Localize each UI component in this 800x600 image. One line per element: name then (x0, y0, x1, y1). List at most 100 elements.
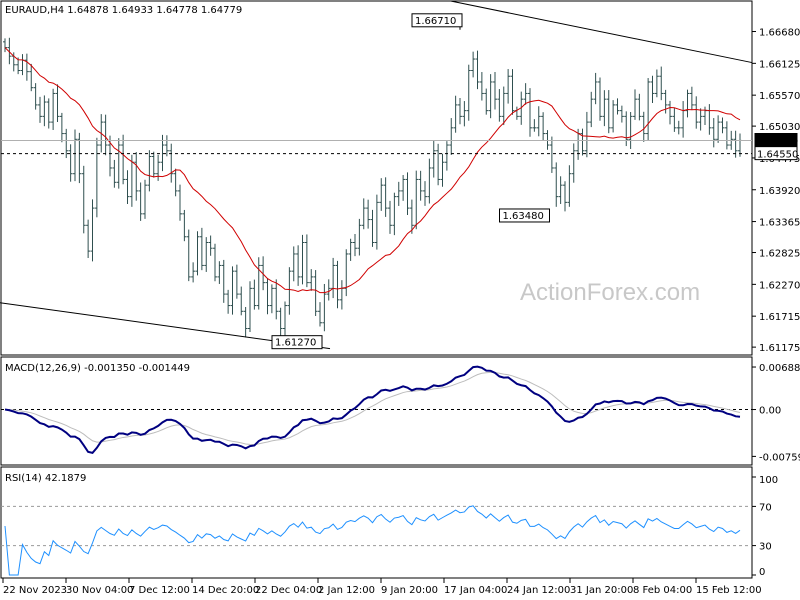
price-candle (261, 256, 266, 291)
price-candle (283, 301, 287, 336)
price-candle (567, 165, 572, 207)
price-candle (287, 267, 292, 315)
price-candle (619, 105, 624, 123)
price-candle (606, 90, 611, 134)
x-axis-label: 22 Nov 2023 (3, 585, 67, 596)
price-candle (186, 229, 191, 282)
macd-axis-label: 0.006886 (759, 363, 800, 374)
price-candle (379, 178, 384, 211)
price-candle (711, 118, 716, 148)
price-candle (558, 176, 563, 204)
price-candle (694, 96, 699, 129)
rsi-lines (1, 505, 752, 576)
price-candle (230, 266, 235, 315)
price-candle (532, 119, 537, 132)
price-axis-label: 1.62270 (759, 280, 800, 291)
price-candle (147, 150, 152, 192)
svg-text:1.64779: 1.64779 (757, 137, 798, 148)
x-axis-label: 14 Dec 20:00 (192, 585, 259, 596)
price-candle (589, 91, 594, 128)
price-annotations: 1.66710 1.63480 1.61270 (271, 13, 550, 350)
price-panel-title: EURAUD,H4 1.64878 1.64933 1.64778 1.6477… (5, 5, 242, 16)
price-axis-label: 1.66680 (759, 28, 800, 39)
price-candle (444, 141, 449, 171)
price-candle (554, 162, 559, 207)
price-candle (396, 181, 401, 206)
price-candle (488, 74, 493, 119)
price-panel-frame (0, 0, 753, 356)
price-candle (94, 137, 99, 218)
rsi-axis-label: 0 (759, 567, 765, 578)
price-candle (580, 128, 585, 156)
price-candle (204, 237, 209, 272)
price-candle (274, 279, 279, 320)
price-moving-average (4, 47, 741, 294)
price-candles (3, 37, 742, 338)
price-candle (615, 98, 620, 115)
price-candle (151, 151, 156, 178)
rsi-panel-title: RSI(14) 42.1879 (5, 473, 86, 484)
price-candle (484, 88, 489, 115)
price-candle (510, 69, 515, 115)
price-candle (191, 262, 196, 283)
price-candle (125, 170, 130, 205)
price-candle (633, 89, 637, 120)
price-candle (313, 270, 318, 317)
support-price-tag: 1.64550 (754, 146, 798, 161)
price-candle (672, 108, 677, 132)
price-candle (217, 261, 222, 284)
price-candle (178, 184, 182, 221)
price-candle (68, 144, 73, 182)
price-candle (545, 130, 550, 150)
price-candle (234, 264, 239, 299)
macd-panel-frame (0, 356, 753, 466)
price-candle (291, 246, 296, 282)
price-candle (164, 135, 169, 157)
price-candle (138, 182, 143, 221)
price-candle (256, 257, 261, 310)
price-candle (388, 200, 392, 234)
price-candle (309, 269, 314, 291)
price-candle (436, 143, 441, 186)
price-candle (318, 302, 322, 327)
price-candle (383, 177, 388, 217)
price-candle (370, 209, 375, 247)
macd-panel-title: MACD(12,26,9) -0.001350 -0.001449 (5, 363, 190, 374)
rsi-panel-frame (0, 466, 753, 579)
price-candle (549, 136, 554, 173)
price-axis-label: 1.65030 (759, 122, 800, 133)
watermark: ActionForex.com (520, 279, 700, 306)
price-candle (650, 75, 655, 104)
price-candle (602, 90, 607, 127)
price-candle (344, 249, 349, 297)
price-candle (134, 152, 139, 201)
channel-upper-line (451, 0, 753, 64)
price-candle (506, 69, 511, 104)
macd-line (4, 365, 741, 454)
x-axis-label: 22 Dec 04:00 (255, 585, 322, 596)
price-candle (33, 83, 38, 110)
price-candle (423, 181, 427, 206)
price-candle (73, 129, 77, 182)
x-axis-label: 7 Dec 12:00 (129, 585, 190, 596)
price-candle (239, 286, 244, 316)
price-candle (654, 69, 659, 98)
price-candle (676, 120, 681, 135)
price-candle (724, 121, 729, 150)
price-axis-label: 1.61715 (759, 312, 800, 323)
x-axis-label: 9 Jan 20:00 (381, 585, 438, 596)
price-candle (7, 37, 12, 65)
price-candle (458, 98, 462, 125)
price-axis-label: 1.63920 (759, 186, 800, 197)
price-candle (38, 96, 42, 123)
price-candle (571, 143, 576, 183)
price-y-axis: 1.666801.661251.655701.650301.644751.639… (752, 28, 800, 354)
price-candle (501, 86, 506, 126)
price-candle (641, 111, 646, 142)
price-candle (698, 108, 703, 131)
rsi-y-axis: 100 70 30 0 (752, 475, 778, 578)
price-candle (536, 106, 541, 137)
price-candle (64, 128, 69, 159)
price-candle (418, 170, 423, 201)
